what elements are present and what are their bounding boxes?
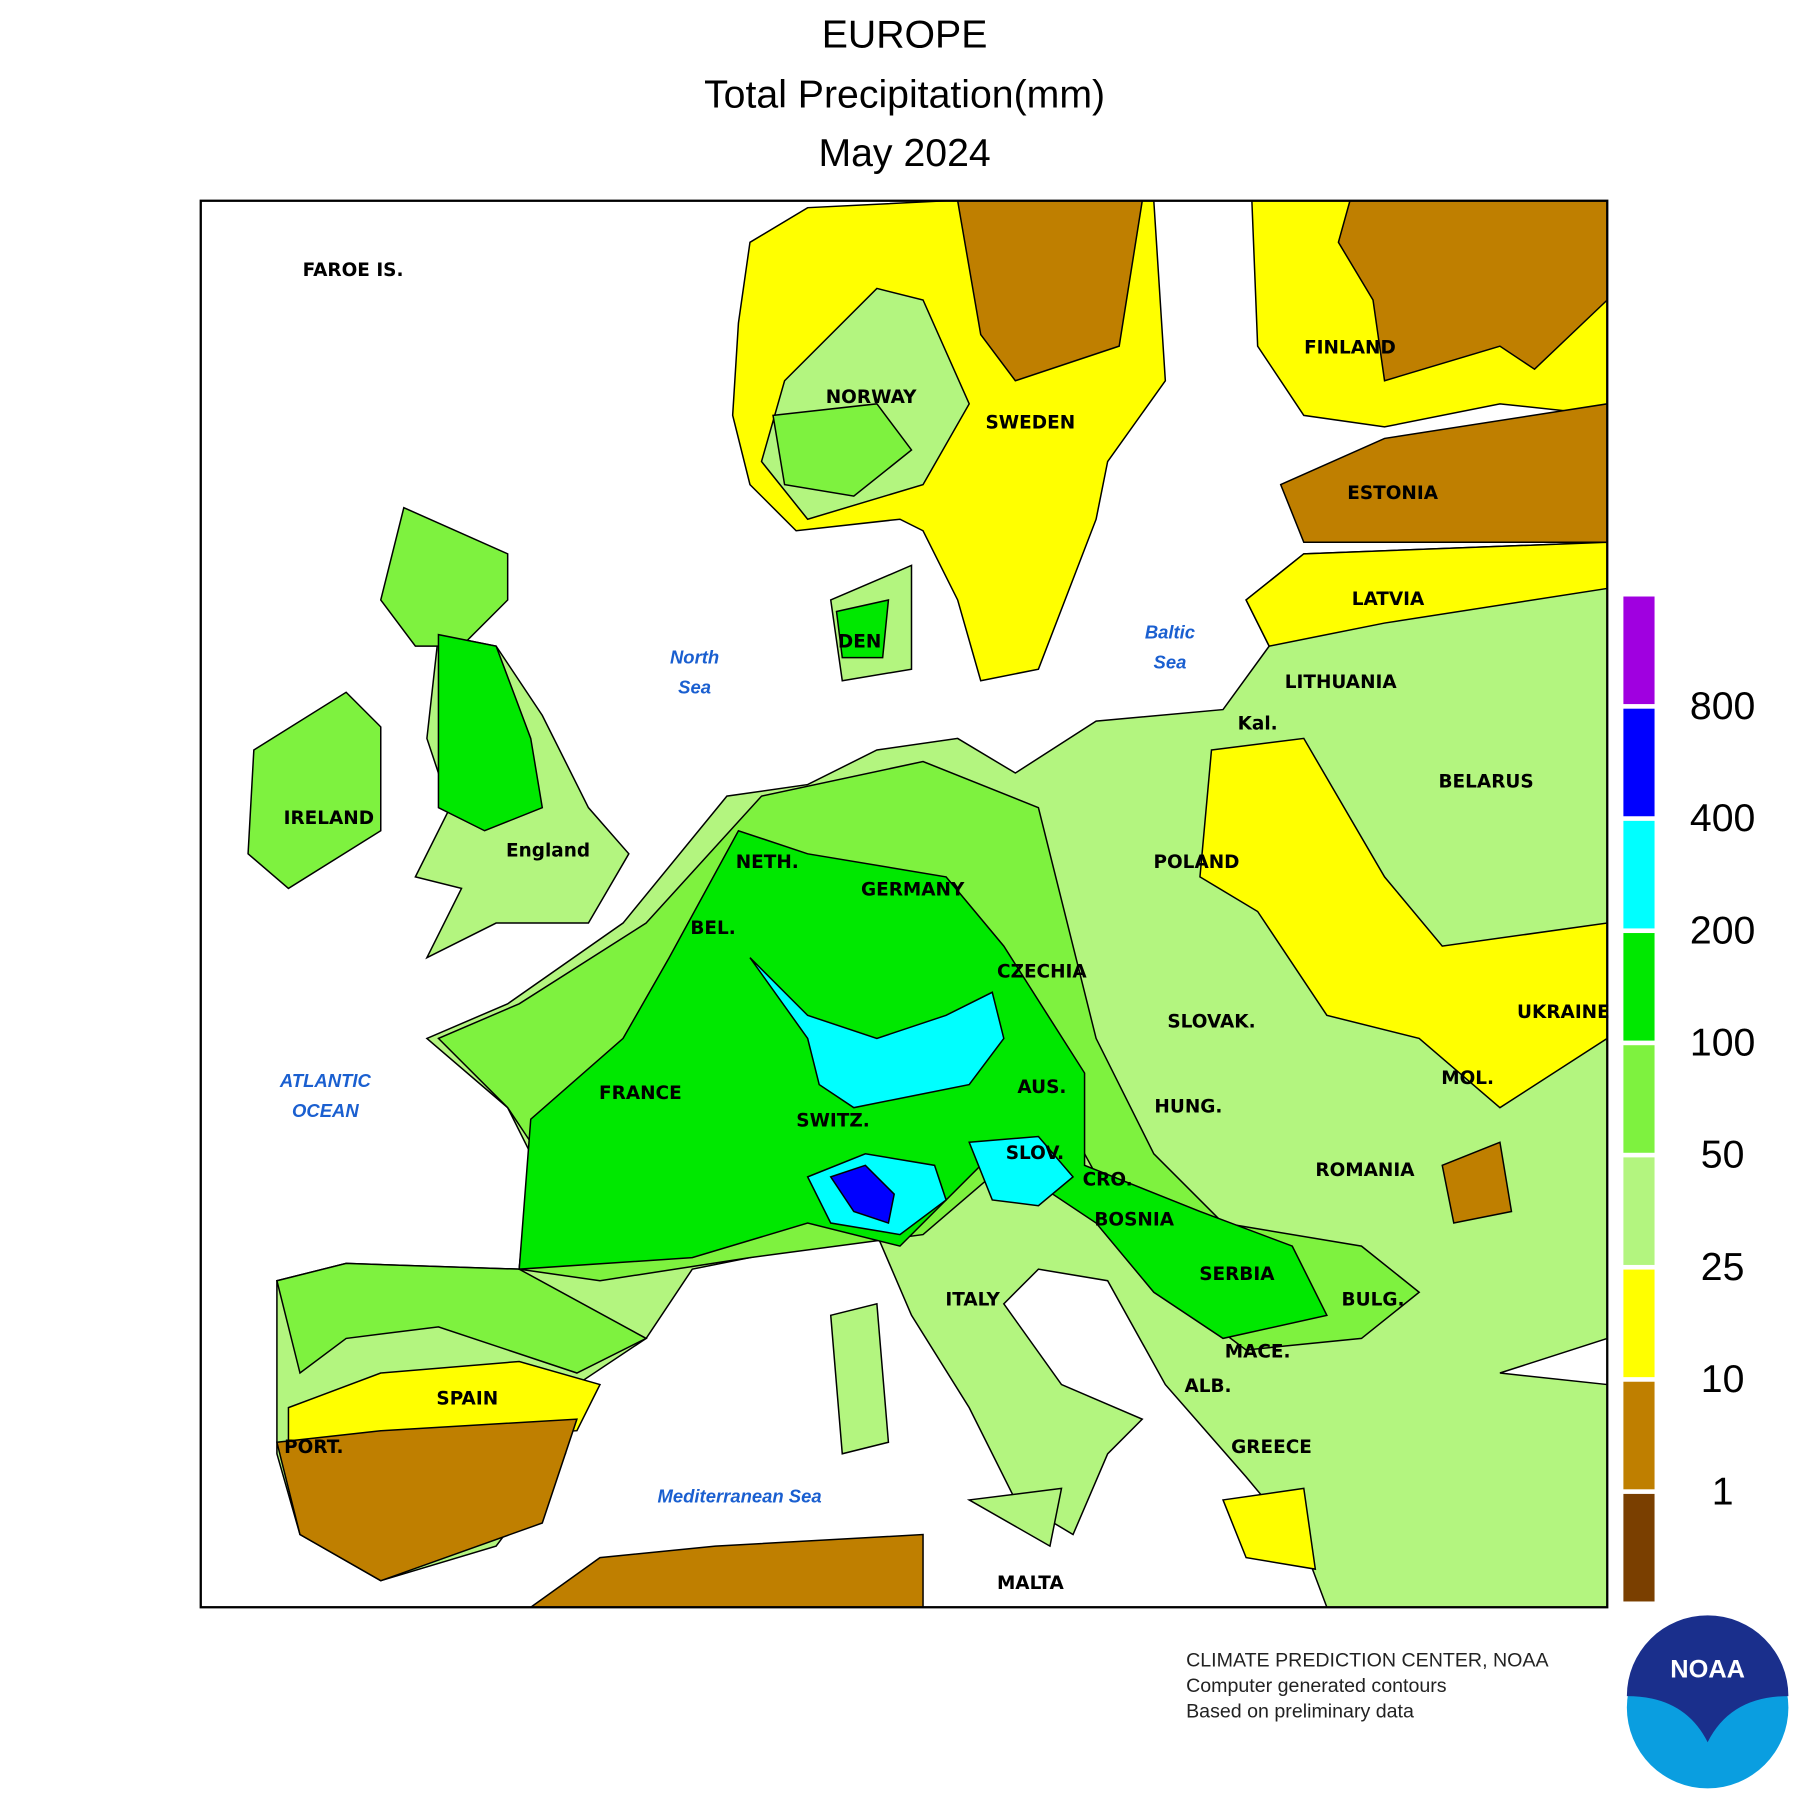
- legend-level: 50: [1701, 1133, 1745, 1177]
- sea-label: OCEAN: [292, 1100, 359, 1121]
- map-label: FINLAND: [1304, 337, 1396, 358]
- map-label: SWITZ.: [796, 1110, 869, 1131]
- legend-swatch: [1623, 1493, 1655, 1602]
- map-label: CRO.: [1083, 1169, 1133, 1190]
- map-label: NETH.: [736, 852, 799, 873]
- map-label: SWEDEN: [986, 412, 1076, 433]
- map-label: LITHUANIA: [1285, 672, 1398, 693]
- legend-swatch: [1623, 1045, 1655, 1153]
- legend-swatch: [1623, 820, 1655, 929]
- map-label: MACE.: [1225, 1341, 1291, 1362]
- map-label: PORT.: [284, 1437, 343, 1458]
- map-label: BELARUS: [1438, 771, 1533, 792]
- map-label: SLOV.: [1006, 1143, 1065, 1164]
- map-label: ROMANIA: [1315, 1160, 1415, 1181]
- map-label: England: [506, 841, 590, 862]
- map-label: Kal.: [1238, 714, 1278, 735]
- map-frame: [199, 199, 1609, 1609]
- map-label: SERBIA: [1199, 1264, 1275, 1285]
- legend-swatch: [1623, 1269, 1655, 1378]
- subtitle: Total Precipitation(mm): [704, 72, 1105, 116]
- map-label: SLOVAK.: [1167, 1011, 1255, 1032]
- map-label: IRELAND: [284, 808, 374, 829]
- legend-level: 200: [1690, 908, 1755, 952]
- map-label: ALB.: [1184, 1376, 1231, 1397]
- legend-swatch: [1623, 933, 1655, 1041]
- sea-label: Sea: [678, 677, 711, 698]
- canvas: EUROPE Total Precipitation(mm) May 2024: [199, 12, 1789, 1789]
- period: May 2024: [818, 131, 990, 175]
- map-label: NORWAY: [826, 387, 917, 408]
- logo-text: NOAA: [1670, 1655, 1745, 1683]
- map-label: UKRAINE: [1517, 1002, 1610, 1023]
- legend-level: 400: [1690, 796, 1755, 840]
- map-label: HUNG.: [1154, 1097, 1222, 1118]
- map-label: LATVIA: [1352, 589, 1425, 610]
- title: EUROPE: [822, 12, 988, 56]
- footer-line: Computer generated contours: [1186, 1675, 1447, 1697]
- legend-level: 1: [1712, 1469, 1734, 1513]
- map-label: ESTONIA: [1347, 483, 1438, 504]
- map-label: ITALY: [945, 1289, 1000, 1310]
- footer-line: Based on preliminary data: [1186, 1700, 1414, 1722]
- map-label: DEN: [838, 632, 881, 653]
- map: [200, 200, 1608, 1608]
- map-label: MOL.: [1441, 1068, 1494, 1089]
- footer-line: CLIMATE PREDICTION CENTER, NOAA: [1186, 1650, 1549, 1672]
- sea-label: ATLANTIC: [279, 1070, 372, 1091]
- map-label: CZECHIA: [997, 962, 1087, 983]
- legend-swatch: [1623, 1157, 1655, 1265]
- map-label: BULG.: [1342, 1289, 1405, 1310]
- legend-swatch: [1623, 708, 1655, 817]
- legend-swatch: [1623, 596, 1655, 705]
- legend-level: 25: [1701, 1245, 1745, 1289]
- map-label: GERMANY: [861, 880, 965, 901]
- map-label: GREECE: [1231, 1437, 1312, 1458]
- noaa-logo-top: [1626, 1615, 1789, 1743]
- legend-swatch: [1623, 1381, 1655, 1490]
- legend-level: 800: [1690, 684, 1755, 728]
- map-label: FAROE IS.: [303, 260, 404, 281]
- map-label: FRANCE: [599, 1083, 682, 1104]
- legend-level: 10: [1701, 1357, 1745, 1401]
- map-label: POLAND: [1153, 852, 1239, 873]
- map-label: BOSNIA: [1094, 1210, 1174, 1231]
- sea-label: Sea: [1154, 651, 1187, 672]
- sea-label: North: [670, 647, 719, 668]
- map-label: BEL.: [690, 918, 735, 939]
- map-label: MALTA: [997, 1573, 1065, 1594]
- legend-level: 100: [1690, 1021, 1755, 1065]
- sea-label: Mediterranean Sea: [658, 1486, 822, 1507]
- map-label: AUS.: [1017, 1077, 1066, 1098]
- sea-label: Baltic: [1145, 621, 1195, 642]
- map-label: SPAIN: [436, 1389, 498, 1410]
